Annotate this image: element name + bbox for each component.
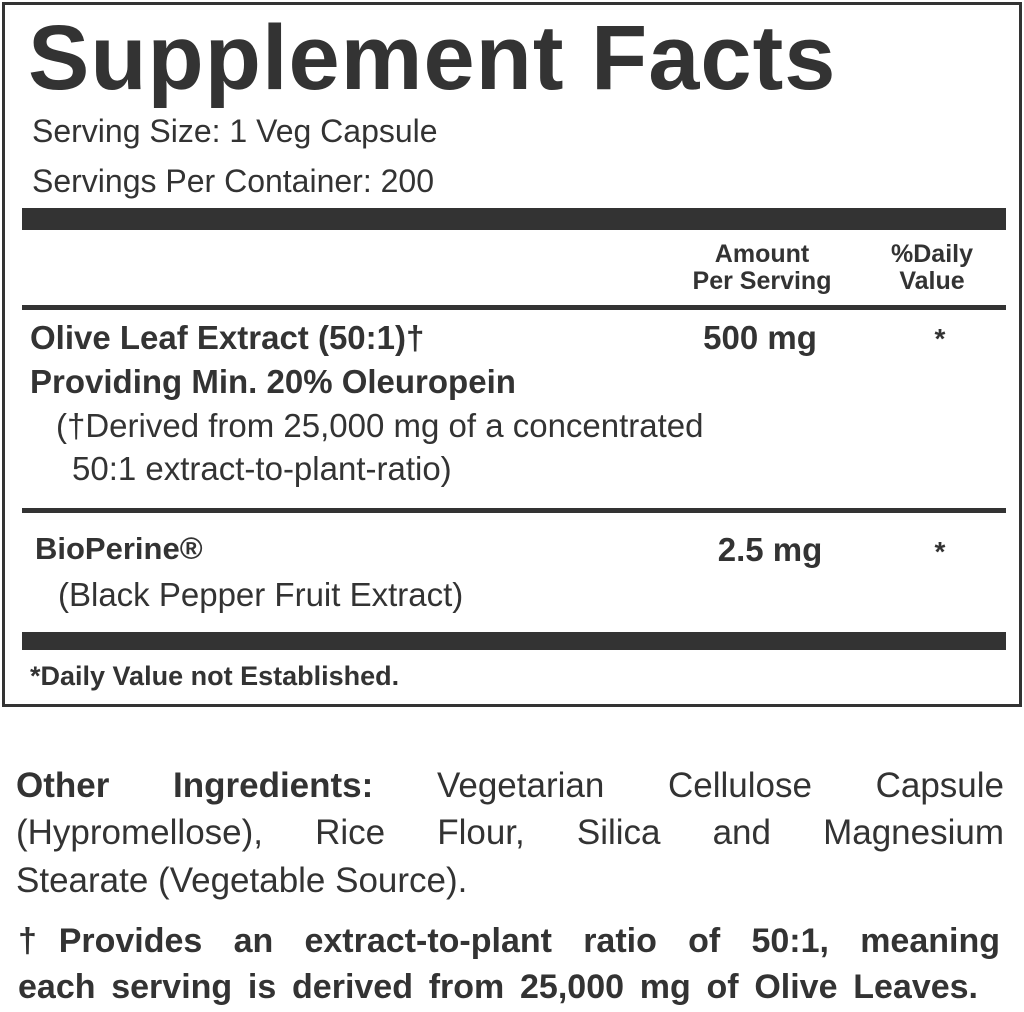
ingredient-note: (Black Pepper Fruit Extract)	[58, 576, 464, 613]
ingredient-amount: 2.5 mg	[717, 531, 823, 568]
title: Supplement Facts	[28, 7, 837, 109]
extract-note-line: each serving is derived from 25,000 mg o…	[18, 968, 978, 1006]
rule	[22, 305, 1006, 310]
footnote: *Daily Value not Established.	[30, 661, 400, 691]
ingredient-note: (†Derived from 25,000 mg of a concentrat…	[56, 407, 704, 444]
ingredient-note: 50:1 extract-to-plant-ratio)	[72, 450, 452, 487]
thick-rule	[22, 208, 1006, 230]
ingredient-daily-value: *	[934, 323, 946, 354]
header-daily-value: %Daily	[891, 240, 973, 268]
extract-note-line: †Provides an extract-to-plant ratio of 5…	[18, 922, 1000, 960]
other-ingredients-text: Vegetarian Cellulose Capsule	[436, 766, 1004, 805]
other-ingredients-line: Other Ingredients: Vegetarian Cellulose …	[16, 768, 1004, 803]
ingredient-name: Providing Min. 20% Oleuropein	[30, 363, 516, 400]
ingredient-name: Olive Leaf Extract (50:1)†	[30, 319, 425, 356]
ingredient-daily-value: *	[934, 536, 946, 567]
serving-size: Serving Size: 1 Veg Capsule	[32, 113, 438, 149]
rule	[22, 508, 1006, 513]
other-ingredients-line: Stearate (Vegetable Source).	[16, 861, 468, 900]
header-amount: Amount	[714, 240, 810, 268]
facts-box	[2, 2, 1022, 707]
ingredient-amount: 500 mg	[703, 319, 817, 356]
other-ingredients-line: (Hypromellose), Rice Flour, Silica and M…	[16, 813, 1004, 852]
header-amount: Per Serving	[692, 267, 832, 295]
servings-per-container: Servings Per Container: 200	[32, 163, 434, 199]
header-daily-value: Value	[899, 267, 965, 295]
ingredient-name: BioPerine®	[35, 531, 203, 566]
thick-rule	[22, 632, 1006, 650]
other-ingredients-label: Other Ingredients:	[16, 766, 374, 805]
